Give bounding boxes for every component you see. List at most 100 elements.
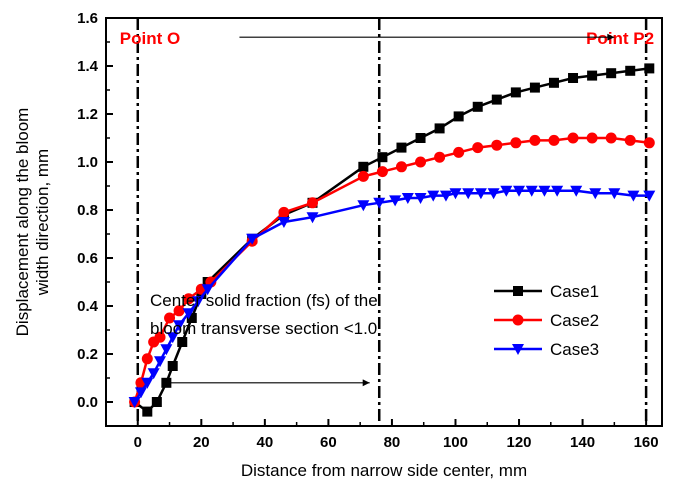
plot-frame — [105, 17, 663, 427]
case1-point — [625, 65, 636, 76]
y-tick-label: 0.6 — [77, 250, 98, 267]
case1-point — [151, 397, 162, 407]
x-axis-title: Distance from narrow side center, mm — [241, 461, 527, 480]
case3-point — [439, 190, 452, 202]
case1-point — [472, 101, 483, 112]
series-case3 — [128, 185, 656, 408]
case2-point — [586, 132, 598, 144]
x-tick-label: 160 — [634, 434, 659, 451]
case2-point — [567, 132, 579, 144]
case1-point — [491, 94, 502, 105]
x-tick-label: 40 — [257, 434, 274, 451]
case3-point — [147, 368, 160, 380]
legend-item-case3: Case3 — [494, 340, 599, 359]
case2-point — [548, 134, 560, 146]
case1-point — [377, 152, 388, 163]
case1-point — [568, 73, 579, 83]
case3-point — [525, 185, 538, 197]
x-tick-label: 0 — [134, 434, 142, 451]
case2-line — [133, 136, 650, 403]
case3-point — [160, 344, 173, 356]
case2-point — [605, 132, 617, 144]
legend-marker-case3 — [512, 344, 524, 355]
case3-point — [414, 193, 427, 204]
y-axis-title-line: Displacement along the bloom — [13, 108, 32, 337]
case1-point — [358, 161, 369, 172]
y-tick-label: 0.8 — [77, 202, 98, 219]
case3-point — [401, 193, 414, 204]
case3-point — [449, 188, 462, 200]
x-tick-label: 120 — [507, 434, 532, 451]
x-tick-label: 20 — [193, 434, 210, 451]
case2-point — [453, 146, 465, 158]
x-tick-label: 80 — [384, 434, 401, 451]
case3-point — [134, 387, 147, 399]
case1-point — [415, 133, 426, 143]
case1-point — [167, 361, 178, 371]
case3-point — [538, 185, 551, 197]
y-tick-label: 1.6 — [77, 10, 98, 27]
x-tick-label: 60 — [320, 434, 337, 451]
fs-annotation-line: bloom transverse section <1.0 — [150, 319, 377, 338]
y-axis-title: Displacement along the bloomwidth direct… — [13, 108, 52, 337]
annotations: Point O Point P2 Center solid fraction (fs… — [120, 29, 654, 387]
y-tick-label: 0.4 — [77, 298, 99, 315]
legend-item-case2: Case2 — [494, 311, 599, 330]
case1-point — [434, 123, 445, 134]
case2-point — [141, 353, 153, 365]
case2-point — [491, 139, 503, 151]
series-case2 — [129, 132, 655, 408]
case2-point — [434, 151, 446, 163]
case1-point — [587, 70, 598, 81]
case2-point — [183, 293, 195, 305]
case3-point — [128, 397, 141, 408]
case3-point — [462, 188, 475, 200]
case1-point — [453, 111, 464, 122]
case1-point — [606, 68, 617, 79]
case3-point — [154, 356, 167, 368]
case2-point — [357, 170, 369, 182]
case3-point — [306, 212, 319, 224]
case3-point — [357, 200, 370, 212]
case3-point — [608, 188, 621, 200]
case3-point — [570, 185, 583, 197]
case3-point — [373, 197, 386, 209]
case3-point — [182, 308, 195, 320]
case3-point — [389, 195, 402, 207]
point-p2-label: Point P2 — [586, 29, 654, 48]
case3-point — [192, 296, 205, 308]
case3-point — [551, 185, 564, 197]
reference-lines — [136, 18, 648, 426]
case1-point — [529, 82, 540, 93]
case3-point — [589, 188, 602, 200]
axes: 0 20 40 60 80 100 120 140 160 0.0 0.2 0.4 0.6 0.8 1.0 1… — [13, 10, 663, 480]
case1-point — [142, 406, 153, 417]
case2-point — [472, 142, 484, 154]
case1-point — [396, 142, 407, 153]
case1-line — [133, 67, 650, 414]
case3-point — [246, 233, 259, 245]
case3-point — [487, 188, 500, 200]
fs-annotation-line: Center solid fraction (fs) of the — [150, 291, 378, 310]
case3-point — [173, 320, 186, 332]
y-tick-label: 0.0 — [77, 394, 98, 411]
y-axis-title-line: width direction, mm — [33, 149, 52, 296]
fs-annotation: Center solid fraction (fs) of the bloom t… — [150, 291, 378, 338]
case2-point — [415, 156, 427, 168]
y-tick-label: 1.4 — [77, 58, 99, 75]
case3-point — [277, 217, 290, 228]
case2-point — [529, 134, 541, 146]
case2-point — [376, 166, 388, 178]
case3-point — [141, 377, 154, 389]
case2-point — [643, 137, 655, 149]
case2-point — [164, 312, 176, 324]
y-tick-label: 0.2 — [77, 346, 98, 363]
legend-item-case1: Case1 — [494, 282, 599, 301]
case1-point — [548, 77, 559, 88]
case3-point — [500, 185, 513, 197]
series-case1 — [129, 63, 655, 417]
case3-point — [643, 190, 656, 202]
y-tick-label: 1.2 — [77, 106, 98, 123]
case2-point — [395, 161, 407, 173]
